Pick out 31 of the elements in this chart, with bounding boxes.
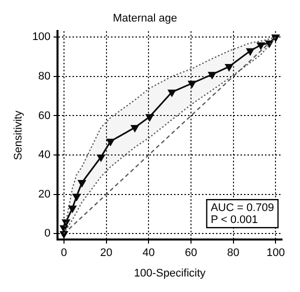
point	[188, 80, 196, 88]
point	[97, 154, 105, 162]
x-tick-label: 40	[142, 247, 155, 260]
x-tick-label: 60	[184, 247, 198, 260]
x-tick-label: 100	[266, 247, 285, 260]
y-tick-label: 0	[44, 228, 51, 240]
x-tick-label: 80	[227, 247, 240, 260]
annotation: AUC = 0.709	[210, 202, 274, 214]
y-tick-label: 100	[32, 31, 51, 44]
y-axis-title: Sensitivity	[12, 110, 25, 160]
point	[208, 72, 216, 79]
point	[131, 124, 139, 132]
point	[78, 180, 86, 187]
point	[106, 138, 114, 146]
point	[168, 90, 176, 96]
y-tick-label: 40	[38, 149, 51, 162]
point	[256, 42, 265, 50]
point	[68, 206, 76, 212]
point	[225, 64, 233, 71]
chart-title: Maternal age	[112, 12, 178, 25]
point	[265, 40, 274, 48]
point	[246, 48, 254, 56]
y-tick-label: 60	[38, 110, 51, 122]
point	[146, 114, 154, 122]
x-tick-label: 0	[60, 247, 67, 260]
annotation: P < 0.001	[210, 214, 258, 226]
x-tick-label: 20	[100, 247, 112, 260]
point	[72, 194, 80, 201]
y-tick-label: 80	[38, 70, 51, 82]
y-tick-label: 20	[38, 188, 51, 200]
x-axis-title: 100-Specificity	[134, 267, 206, 280]
